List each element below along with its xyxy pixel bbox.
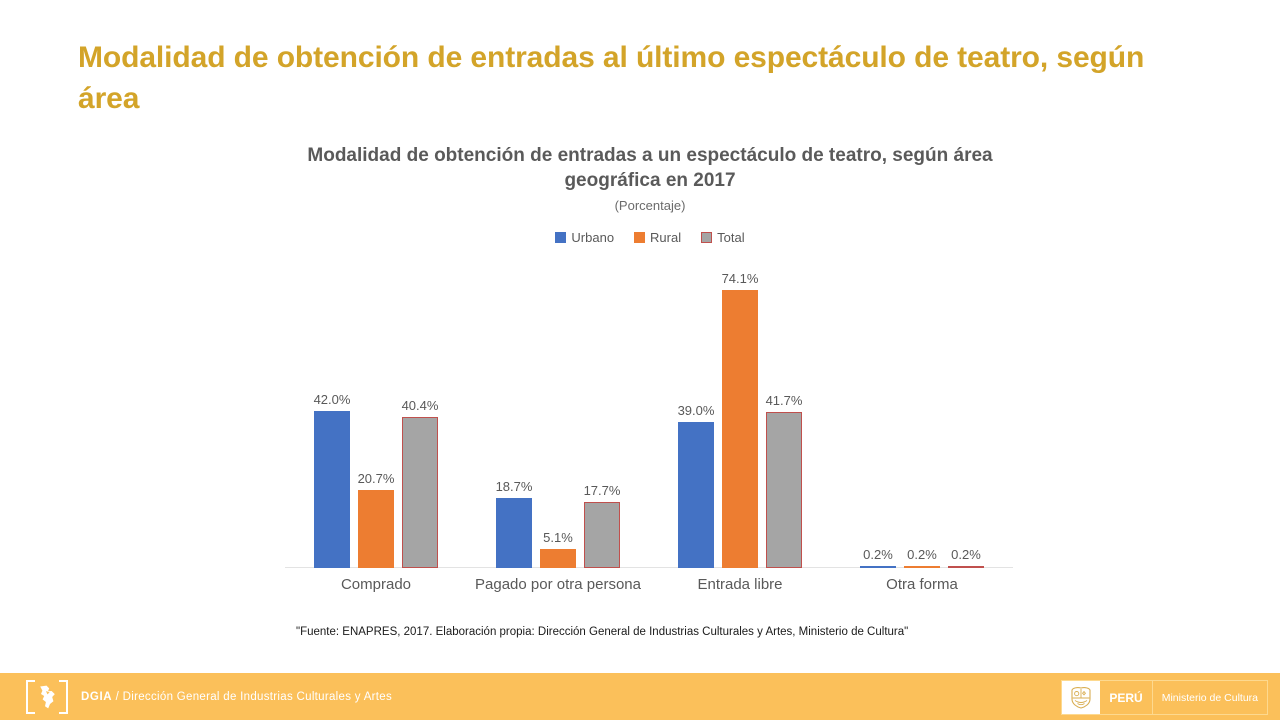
chart-title: Modalidad de obtención de entradas a un … xyxy=(307,145,993,192)
chart-subtitle: (Porcentaje) xyxy=(614,197,686,213)
dgia-logo-icon xyxy=(24,679,70,714)
bar-rural-entrada-libre[interactable] xyxy=(722,290,758,568)
bar-urbano-comprado[interactable] xyxy=(314,410,350,568)
peru-map-icon xyxy=(37,685,57,714)
bar-group-bars: 42.0% 20.7% 40.4% xyxy=(285,268,467,568)
legend-label-total: Total xyxy=(717,229,745,245)
chart-legend: Urbano Rural Total xyxy=(250,230,1050,245)
legend-label-rural: Rural xyxy=(650,229,682,245)
legend-item-rural[interactable]: Rural xyxy=(634,230,681,245)
legend-label-urbano: Urbano xyxy=(571,229,615,245)
bar-wrapper: 0.2% xyxy=(860,268,896,568)
dgia-brand: DGIA / Dirección General de Industrias C… xyxy=(24,679,392,714)
x-axis-label: Entrada libre xyxy=(697,576,783,593)
bar-group-bars: 18.7% 5.1% 17.7% xyxy=(467,268,649,568)
bar-wrapper: 18.7% xyxy=(496,268,532,568)
bar-wrapper: 42.0% xyxy=(314,268,350,568)
x-axis-label: Pagado por otra persona xyxy=(475,576,641,593)
legend-swatch-urbano xyxy=(555,231,567,243)
footer-brand-full: / Dirección General de Industrias Cultur… xyxy=(112,690,393,703)
bracket-right-icon xyxy=(59,679,68,714)
bar-urbano-entrada-libre[interactable] xyxy=(678,421,714,568)
bar-value-label: 40.4% xyxy=(401,397,439,413)
bar-wrapper: 39.0% xyxy=(678,268,714,568)
bar-total-pagado-por-otra-persona[interactable] xyxy=(584,501,620,568)
bar-group-bars: 0.2% 0.2% 0.2% xyxy=(831,268,1013,568)
bar-urbano-otra-forma[interactable] xyxy=(860,566,896,568)
peru-coat-of-arms-icon xyxy=(1062,681,1101,714)
footer-brand-text: DGIA / Dirección General de Industrias C… xyxy=(81,691,392,703)
legend-item-total[interactable]: Total xyxy=(701,229,745,245)
bar-value-label: 42.0% xyxy=(313,391,351,407)
bar-value-label: 0.2% xyxy=(863,547,893,562)
bar-rural-otra-forma[interactable] xyxy=(904,566,940,568)
bar-wrapper: 20.7% xyxy=(358,268,394,568)
x-axis-category-labels: Comprado Pagado por otra persona Entrada l… xyxy=(285,576,1013,593)
bar-value-label: 0.2% xyxy=(907,547,937,562)
bar-total-entrada-libre[interactable] xyxy=(766,411,802,568)
chart-plot-area: 42.0% 20.7% 40.4% 18.7% 5.1% 17.7% 39.0% 74.1% 4… xyxy=(285,268,1013,568)
footer-bar: DGIA / Dirección General de Industrias C… xyxy=(0,673,1280,720)
bar-group: 18.7% 5.1% 17.7% xyxy=(467,268,649,568)
bar-rural-comprado[interactable] xyxy=(358,490,394,568)
bar-value-label: 41.7% xyxy=(765,392,803,408)
bar-value-label: 39.0% xyxy=(677,402,715,418)
bar-wrapper: 41.7% xyxy=(766,268,802,568)
government-logo: PERÚ Ministerio de Cultura xyxy=(1061,680,1268,715)
bar-value-label: 5.1% xyxy=(543,529,573,545)
bracket-left-icon xyxy=(26,679,35,714)
bar-group-bars: 39.0% 74.1% 41.7% xyxy=(649,268,831,568)
legend-swatch-rural xyxy=(634,231,646,243)
bar-total-otra-forma[interactable] xyxy=(948,566,984,568)
bar-group: 0.2% 0.2% 0.2% xyxy=(831,268,1013,568)
bar-wrapper: 0.2% xyxy=(904,268,940,568)
bar-value-label: 18.7% xyxy=(495,478,533,494)
gov-ministry-label: Ministerio de Cultura xyxy=(1161,691,1258,704)
bar-group: 39.0% 74.1% 41.7% xyxy=(649,268,831,568)
source-note: "Fuente: ENAPRES, 2017. Elaboración prop… xyxy=(296,626,909,638)
footer-brand-acronym: DGIA xyxy=(81,690,113,703)
bar-urbano-pagado-por-otra-persona[interactable] xyxy=(496,497,532,568)
legend-item-urbano[interactable]: Urbano xyxy=(555,230,614,245)
x-axis-label: Otra forma xyxy=(886,576,958,593)
bar-value-label: 74.1% xyxy=(721,271,759,287)
x-axis-label: Comprado xyxy=(340,576,412,593)
bar-wrapper: 74.1% xyxy=(722,268,758,568)
bar-wrapper: 17.7% xyxy=(584,268,620,568)
bar-total-comprado[interactable] xyxy=(402,416,438,568)
gov-peru-label: PERÚ xyxy=(1100,681,1153,714)
x-axis-line xyxy=(285,567,1013,568)
chart-container: Modalidad de obtención de entradas a un … xyxy=(250,143,1050,613)
bar-wrapper: 5.1% xyxy=(540,268,576,568)
legend-swatch-total xyxy=(701,231,713,243)
bar-value-label: 20.7% xyxy=(357,471,395,487)
page-title: Modalidad de obtención de entradas al úl… xyxy=(78,41,1145,115)
bar-wrapper: 40.4% xyxy=(402,268,438,568)
bar-rural-pagado-por-otra-persona[interactable] xyxy=(540,548,576,568)
bar-value-label: 17.7% xyxy=(583,482,621,498)
bar-value-label: 0.2% xyxy=(951,547,981,562)
bar-wrapper: 0.2% xyxy=(948,268,984,568)
bar-group: 42.0% 20.7% 40.4% xyxy=(285,268,467,568)
